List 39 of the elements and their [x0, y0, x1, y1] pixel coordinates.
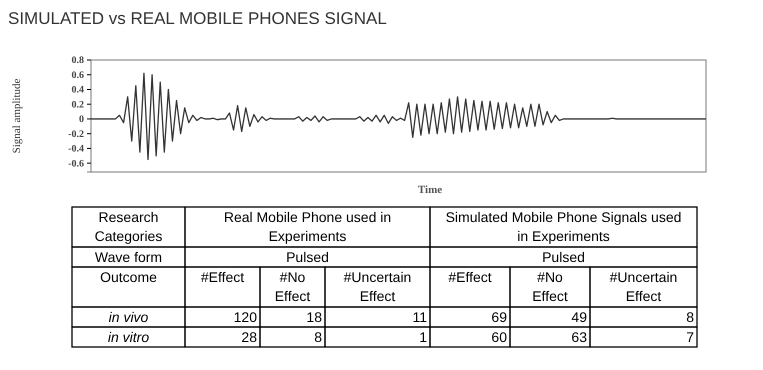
text: Pulsed — [286, 249, 329, 265]
text: Simulated Mobile Phone Signals used in Experiments — [446, 209, 682, 244]
text: #Effect — [200, 269, 244, 285]
text: #No Effect — [274, 269, 310, 304]
y-tick-label: -0.2 — [68, 128, 84, 140]
text: in vivo — [108, 309, 149, 325]
text: 63 — [571, 329, 588, 345]
text: in vitro — [108, 329, 150, 345]
text: 69 — [491, 309, 508, 325]
text: 60 — [491, 329, 508, 345]
y-tick-label: 0 — [79, 114, 84, 126]
text: 120 — [234, 309, 258, 325]
x-axis-title: Time — [418, 184, 442, 196]
line-series — [90, 72, 707, 160]
text: #Effect — [448, 269, 492, 285]
text: #Uncertain Effect — [344, 269, 412, 304]
chart-title: SIMULATED vs REAL MOBILE PHONES SIGNAL — [8, 9, 387, 28]
text: #No Effect — [532, 269, 568, 304]
text: 28 — [241, 329, 258, 345]
text: 11 — [412, 309, 428, 325]
y-tick-label: 0.6 — [72, 70, 84, 81]
text: Wave form — [94, 249, 162, 265]
y-axis-title: Signal amplitude — [11, 78, 23, 154]
y-tick-label: 0.8 — [72, 55, 84, 66]
text: Outcome — [100, 269, 158, 285]
y-tick-label: -0.4 — [68, 144, 84, 155]
text: Pulsed — [542, 249, 585, 265]
y-tick-label: 0.2 — [72, 99, 84, 110]
text: Real Mobile Phone used in Experiments — [224, 209, 392, 244]
text: 18 — [306, 309, 322, 325]
y-tick-label: 0.4 — [72, 84, 84, 96]
text: 49 — [571, 309, 588, 325]
text: 7 — [686, 329, 694, 345]
text: 8 — [314, 329, 322, 345]
text: 8 — [686, 309, 694, 325]
y-tick-label: -0.6 — [68, 158, 84, 170]
text: Research Categories — [94, 209, 162, 244]
text: 1 — [419, 329, 428, 345]
text: #Uncertain Effect — [610, 269, 678, 304]
